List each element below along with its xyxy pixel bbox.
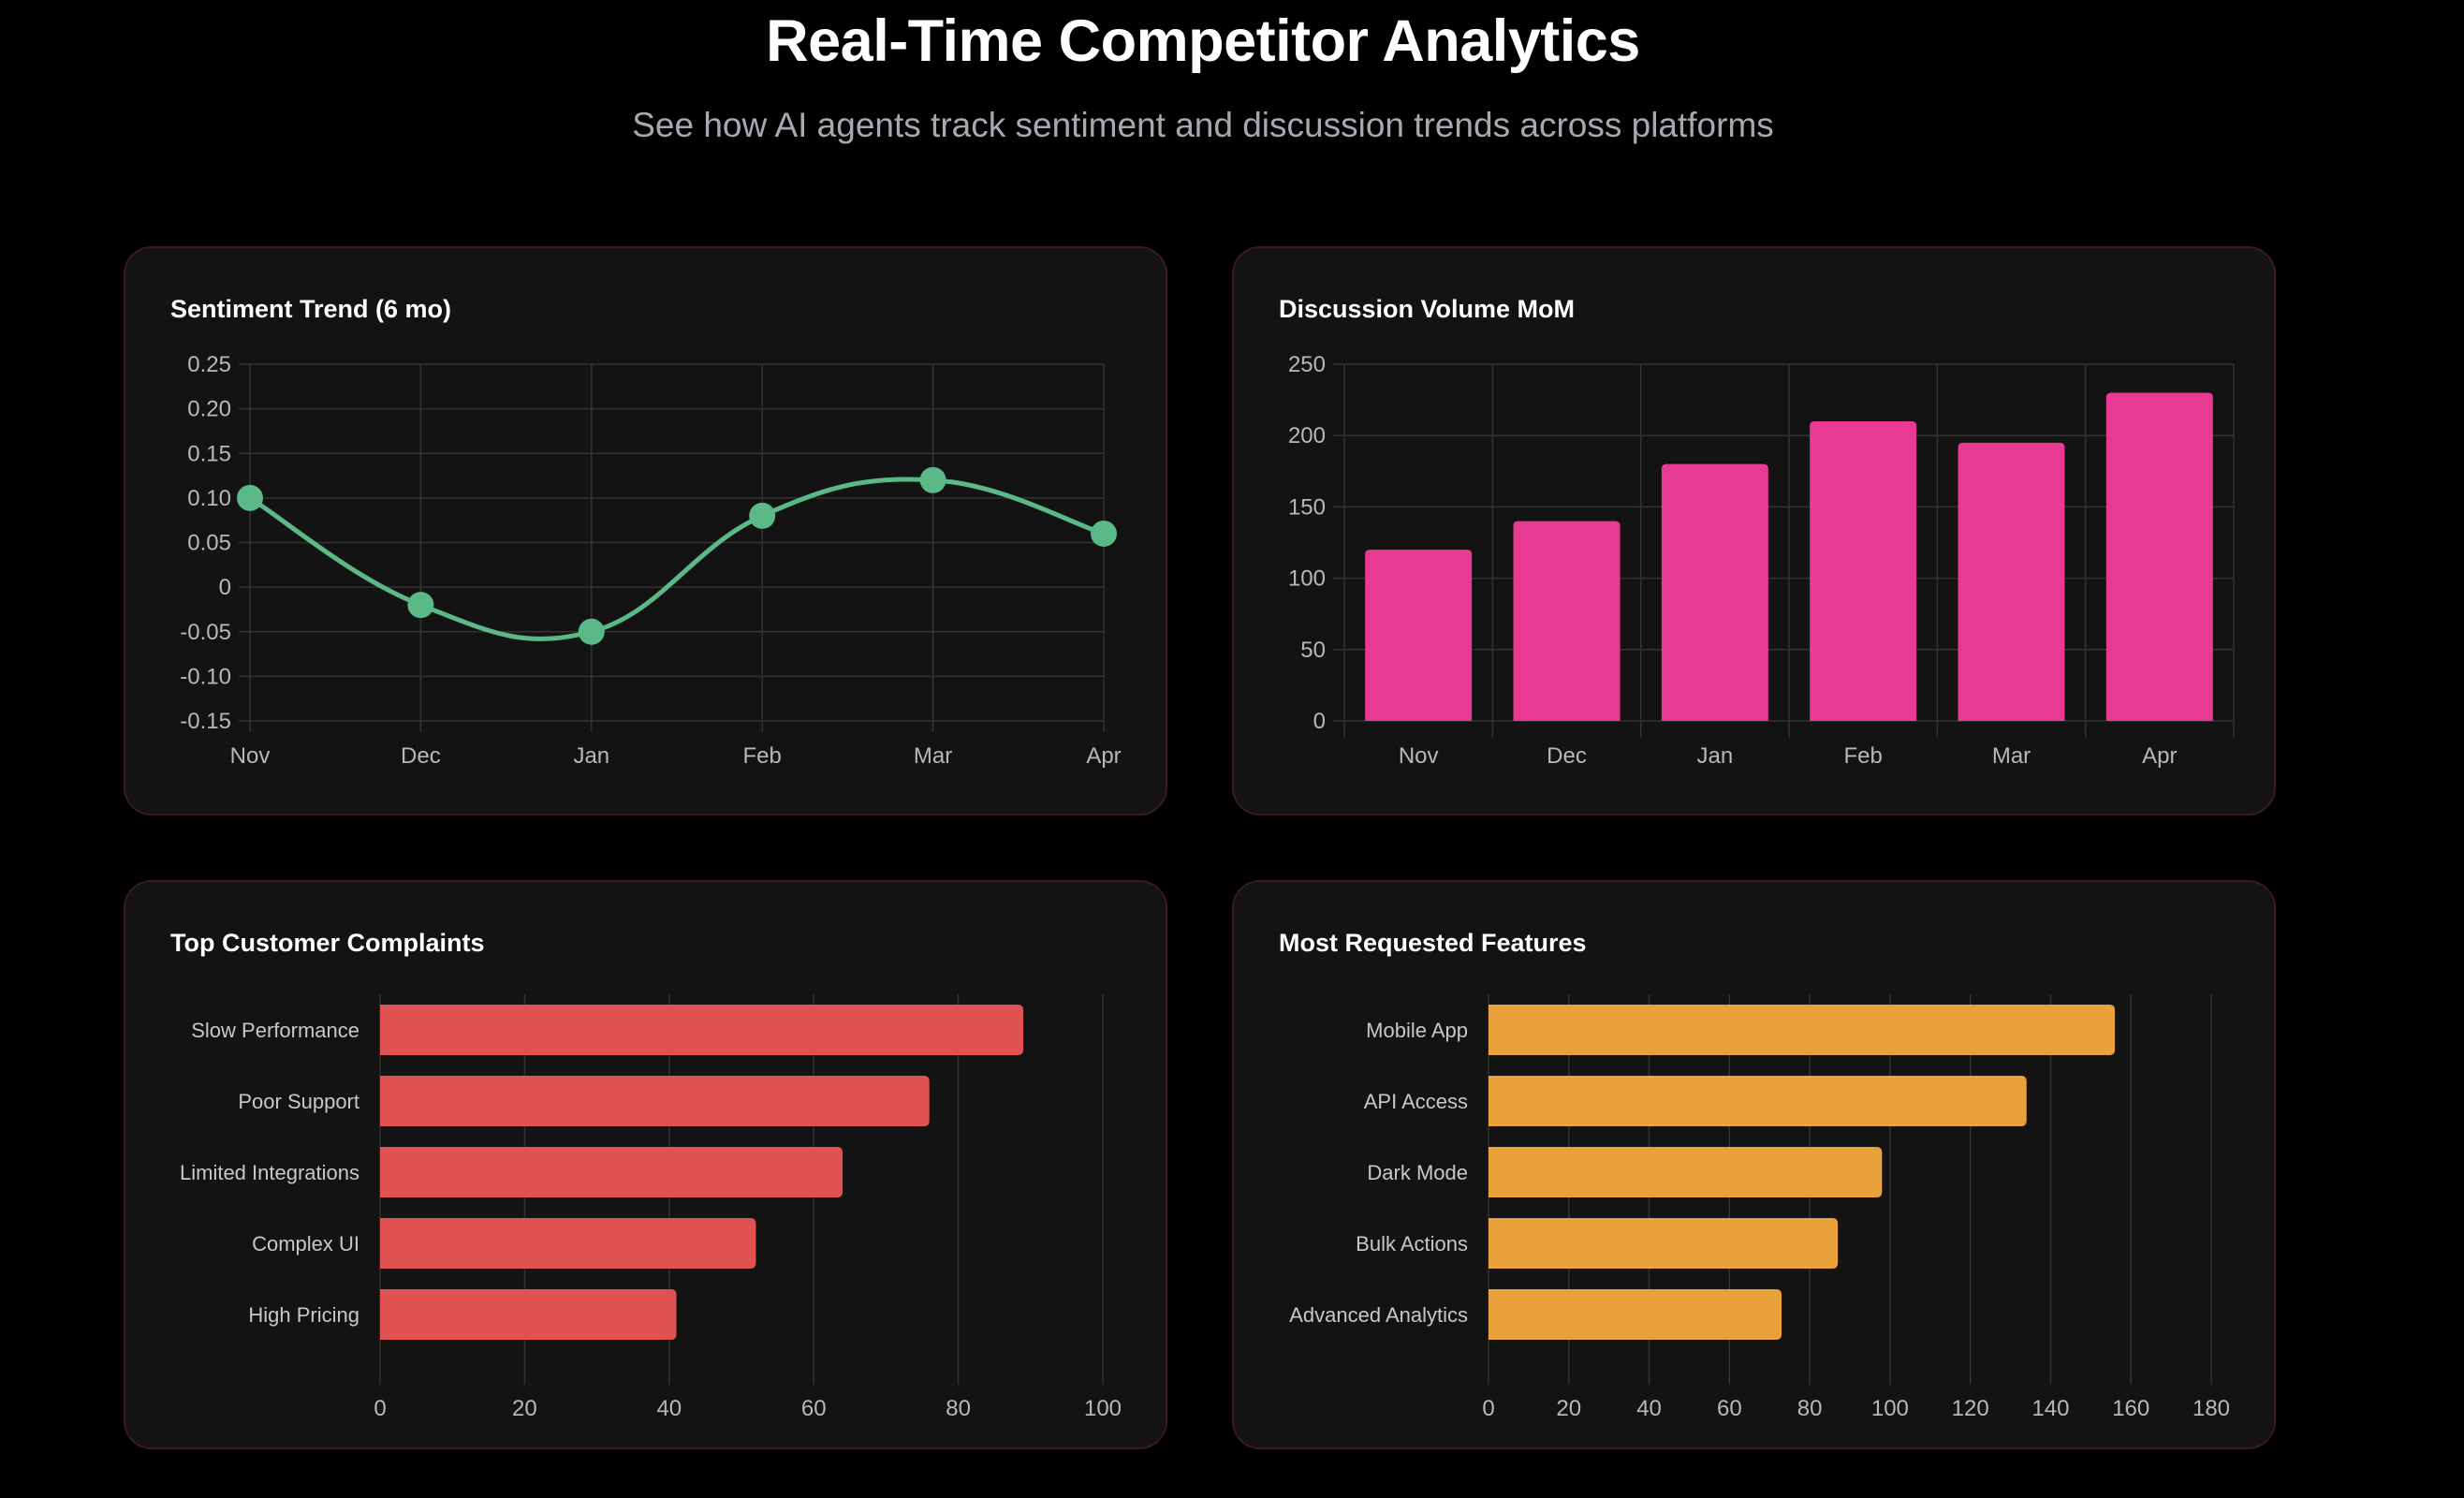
volume-bar [1365, 550, 1473, 721]
volume-bar [1810, 420, 1917, 721]
volume-bar [2105, 392, 2213, 721]
customer-complaints-title: Top Customer Complaints [170, 929, 485, 957]
page-title: Real-Time Competitor Analytics [766, 8, 1640, 74]
x-tick-label: 80 [946, 1396, 971, 1421]
y-tick-label: -0.10 [180, 664, 231, 689]
x-tick-label: 140 [2031, 1396, 2069, 1421]
x-tick-label: Nov [230, 743, 271, 769]
volume-bar [1958, 442, 2065, 721]
y-category-label: API Access [1364, 1090, 1468, 1113]
y-category-label: Mobile App [1366, 1019, 1468, 1042]
sentiment-point [749, 502, 776, 529]
x-tick-label: 20 [512, 1396, 537, 1421]
y-tick-label: 250 [1288, 352, 1326, 377]
sentiment-point [237, 484, 263, 511]
sentiment-trend-chart: 0.25 0.20 0.15 0.10 0.05 0 -0.05 -0.10 -0.15 Nov D… [180, 352, 1121, 769]
x-tick-label: Apr [1086, 743, 1121, 769]
discussion-volume-chart: 250 200 150 100 50 0 Nov Dec Jan Feb Mar Apr [1288, 352, 2235, 769]
x-tick-label: 180 [2193, 1396, 2230, 1421]
sentiment-point [1091, 520, 1117, 547]
y-tick-label: 0.15 [187, 441, 231, 466]
y-tick-label: 0 [1313, 709, 1326, 734]
x-tick-label: Mar [914, 743, 952, 769]
x-tick-label: Nov [1399, 743, 1439, 769]
x-tick-label: Mar [1992, 743, 2031, 769]
x-tick-label: 60 [801, 1396, 827, 1421]
y-category-label: Advanced Analytics [1289, 1303, 1468, 1327]
feature-bar [1489, 1147, 1883, 1197]
y-category-label: High Pricing [248, 1303, 359, 1327]
feature-bar [1489, 1289, 1782, 1340]
x-tick-label: Apr [2142, 743, 2177, 769]
sentiment-point [407, 592, 434, 619]
y-tick-label: 50 [1300, 638, 1326, 663]
y-tick-label: 150 [1288, 494, 1326, 520]
x-tick-label: Jan [573, 743, 609, 769]
customer-complaints-card: Top Customer Complaints 0 20 40 60 80 100 Slow… [124, 880, 1167, 1449]
feature-bar [1489, 1005, 2116, 1055]
y-category-label: Slow Performance [191, 1019, 359, 1042]
volume-bar [1513, 521, 1621, 721]
y-category-label: Limited Integrations [180, 1161, 359, 1184]
customer-complaints-chart: 0 20 40 60 80 100 Slow Performance Poor Support… [180, 994, 1122, 1421]
y-tick-label: 0 [219, 575, 231, 600]
requested-features-title: Most Requested Features [1279, 929, 1587, 957]
volume-bar [1661, 463, 1768, 721]
y-category-label: Dark Mode [1367, 1161, 1468, 1184]
x-tick-label: 40 [1636, 1396, 1662, 1421]
x-tick-label: 0 [374, 1396, 386, 1421]
x-tick-label: Feb [743, 743, 782, 769]
y-category-label: Poor Support [238, 1090, 359, 1113]
y-tick-label: 200 [1288, 423, 1326, 448]
y-category-label: Complex UI [252, 1232, 359, 1256]
x-tick-label: 20 [1556, 1396, 1581, 1421]
x-tick-label: 0 [1482, 1396, 1494, 1421]
x-tick-label: 100 [1084, 1396, 1122, 1421]
complaint-bar [380, 1289, 677, 1340]
feature-bar [1489, 1076, 2027, 1126]
x-tick-label: Jan [1696, 743, 1733, 769]
sentiment-line [248, 477, 1105, 641]
x-tick-label: 120 [1952, 1396, 1989, 1421]
y-tick-label: -0.05 [180, 620, 231, 645]
sentiment-point [578, 618, 605, 645]
requested-features-chart: 0 20 40 60 80 100 120 140 160 180 Mobile App API Ac… [1289, 994, 2230, 1421]
discussion-volume-title: Discussion Volume MoM [1279, 295, 1576, 323]
x-tick-label: Dec [401, 743, 441, 769]
x-tick-label: Dec [1547, 743, 1587, 769]
requested-features-card: Most Requested Features 0 20 40 60 80 100 120 1… [1232, 880, 2276, 1449]
page-subtitle: See how AI agents track sentiment and di… [632, 106, 1774, 144]
y-tick-label: 0.20 [187, 397, 231, 422]
sentiment-trend-card: Sentiment Trend (6 mo) 0.25 0.20 0.15 0.10 0… [124, 246, 1167, 815]
complaint-bar [380, 1218, 756, 1269]
y-tick-label: 0.05 [187, 531, 231, 556]
y-tick-label: -0.15 [180, 709, 231, 734]
discussion-volume-card: Discussion Volume MoM 250 200 150 100 50 0 Nov… [1232, 246, 2276, 815]
x-tick-label: 100 [1871, 1396, 1909, 1421]
complaint-bar [380, 1076, 930, 1126]
complaint-bar [380, 1147, 843, 1197]
y-category-label: Bulk Actions [1356, 1232, 1468, 1256]
x-tick-label: 40 [656, 1396, 682, 1421]
x-tick-label: 60 [1717, 1396, 1742, 1421]
y-tick-label: 0.25 [187, 352, 231, 377]
feature-bar [1489, 1218, 1839, 1269]
y-tick-label: 100 [1288, 566, 1326, 592]
sentiment-trend-title: Sentiment Trend (6 mo) [170, 295, 452, 323]
y-tick-label: 0.10 [187, 486, 231, 511]
x-tick-label: 160 [2112, 1396, 2149, 1421]
x-tick-label: Feb [1843, 743, 1882, 769]
complaint-bar [380, 1005, 1024, 1055]
x-tick-label: 80 [1797, 1396, 1823, 1421]
sentiment-point [919, 466, 946, 493]
